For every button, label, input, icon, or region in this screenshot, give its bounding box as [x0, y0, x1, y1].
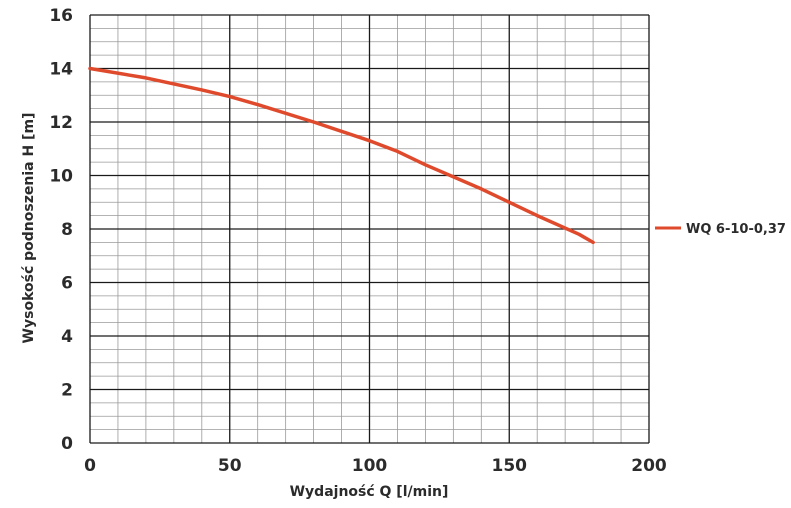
series-layer — [88, 66, 595, 245]
x-tick-label: 50 — [218, 456, 242, 476]
y-tick-label: 12 — [49, 113, 73, 133]
major-grid — [89, 14, 650, 444]
x-tick-label: 150 — [492, 456, 528, 476]
x-tick-label: 100 — [352, 456, 388, 476]
x-tick-label: 200 — [631, 456, 667, 476]
y-tick-label: 16 — [49, 6, 73, 26]
y-tick-label: 8 — [61, 220, 73, 240]
y-tick-label: 4 — [61, 327, 73, 347]
series-line — [88, 66, 595, 245]
y-tick-label: 6 — [61, 274, 73, 294]
y-tick-label: 2 — [61, 381, 73, 401]
x-tick-labels: 0 50 100 150 200 — [84, 456, 667, 476]
y-axis-title: Wysokość podnoszenia H [m] — [21, 113, 37, 344]
x-axis-title: Wydajność Q [l/min] — [290, 484, 449, 500]
y-tick-labels: 0 2 4 6 8 10 12 14 16 — [49, 6, 73, 454]
y-tick-label: 10 — [49, 167, 73, 187]
y-tick-label: 0 — [61, 434, 73, 454]
y-tick-label: 14 — [49, 60, 73, 80]
legend-label: WQ 6-10-0,37 — [686, 222, 786, 237]
x-tick-label: 0 — [84, 456, 96, 476]
legend: WQ 6-10-0,37 — [655, 222, 786, 237]
